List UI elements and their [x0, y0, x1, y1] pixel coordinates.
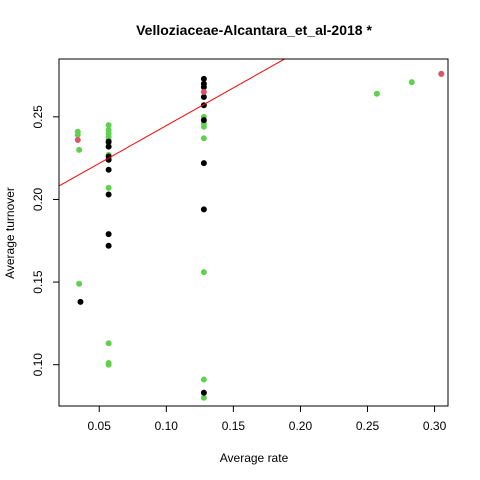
data-point-black	[105, 242, 112, 249]
x-tick-label: 0.30	[423, 419, 447, 433]
x-tick-label: 0.05	[88, 419, 112, 433]
data-point-green	[200, 269, 207, 276]
data-point-green	[105, 122, 112, 129]
data-point-black	[105, 231, 112, 238]
chart-title: Velloziaceae-Alcantara_et_al-2018 *	[136, 22, 372, 38]
data-point-black	[200, 75, 207, 82]
data-point-black	[105, 166, 112, 173]
data-point-green	[200, 123, 207, 130]
data-point-black	[105, 191, 112, 198]
data-point-green	[200, 394, 207, 401]
data-point-green	[200, 376, 207, 383]
y-tick-label: 0.25	[31, 105, 45, 129]
data-point-black	[77, 298, 84, 305]
y-tick-label: 0.20	[31, 187, 45, 211]
axes-layer: 0.05 0.10 0.15 0.20 0.25 0.30 0.10 0.15 0.20 0.25	[31, 105, 446, 433]
data-point-green	[105, 361, 112, 368]
x-tick-label: 0.25	[356, 419, 380, 433]
data-point-red	[438, 70, 445, 77]
data-point-green	[105, 340, 112, 347]
data-point-green	[408, 79, 415, 86]
data-point-green	[76, 146, 83, 153]
data-point-black	[200, 389, 207, 396]
data-point-red	[74, 136, 81, 143]
marks-layer	[59, 59, 445, 401]
data-point-green	[105, 184, 112, 191]
x-axis-label: Average rate	[220, 451, 289, 465]
data-point-green	[373, 90, 380, 97]
data-point-black	[200, 160, 207, 167]
data-point-red	[200, 89, 207, 96]
y-tick-label: 0.10	[31, 353, 45, 377]
x-tick-label: 0.15	[222, 419, 246, 433]
data-point-black	[200, 206, 207, 213]
data-point-black	[200, 94, 207, 101]
data-point-green	[76, 280, 83, 287]
regression-line	[59, 59, 286, 187]
data-point-black	[105, 143, 112, 150]
data-point-black	[200, 84, 207, 91]
x-tick-label: 0.20	[289, 419, 313, 433]
data-point-green	[200, 135, 207, 142]
data-point-green	[74, 132, 81, 139]
data-point-black	[105, 138, 112, 145]
data-point-black	[200, 117, 207, 124]
y-tick-label: 0.15	[31, 270, 45, 294]
y-axis-label: Average turnover	[3, 187, 17, 279]
x-tick-label: 0.10	[155, 419, 179, 433]
